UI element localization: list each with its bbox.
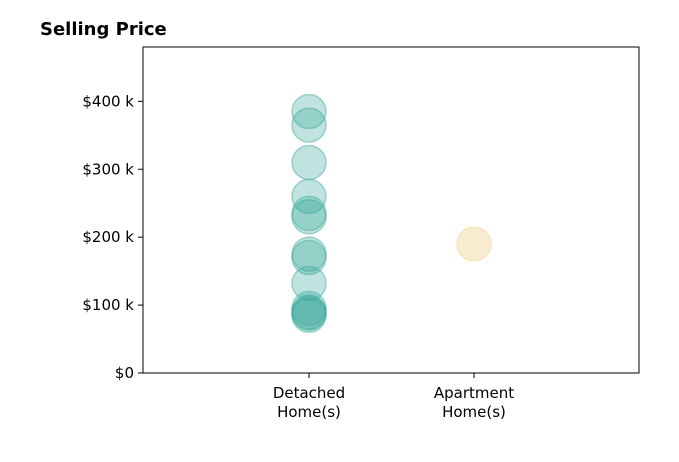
plot-area-frame [142,46,640,374]
data-point [291,178,327,215]
y-tick-label: $200 k [82,228,134,246]
data-point [291,199,327,235]
data-point [291,195,327,232]
x-tick-label: Apartment Home(s) [434,384,514,421]
data-points [291,93,492,334]
data-point [291,144,327,181]
data-point [291,239,327,276]
data-point [291,107,327,143]
y-tick-label: $300 k [82,160,134,178]
data-point [456,226,492,262]
y-tick-label: $100 k [82,296,134,314]
data-point [291,93,327,130]
data-point [291,290,327,327]
data-point [291,265,327,302]
data-point [291,294,327,330]
data-point [291,297,327,334]
data-point [291,236,327,272]
y-axis: $0 $100 k $200 k $300 k $400 k [82,92,143,382]
x-tick-label: Detached Home(s) [273,384,345,421]
y-tick-label: $400 k [82,92,134,110]
data-point [291,295,327,331]
y-tick-label: $0 [115,364,134,382]
chart-title: Selling Price [40,19,167,40]
x-axis: Detached Home(s) Apartment Home(s) [273,373,514,421]
